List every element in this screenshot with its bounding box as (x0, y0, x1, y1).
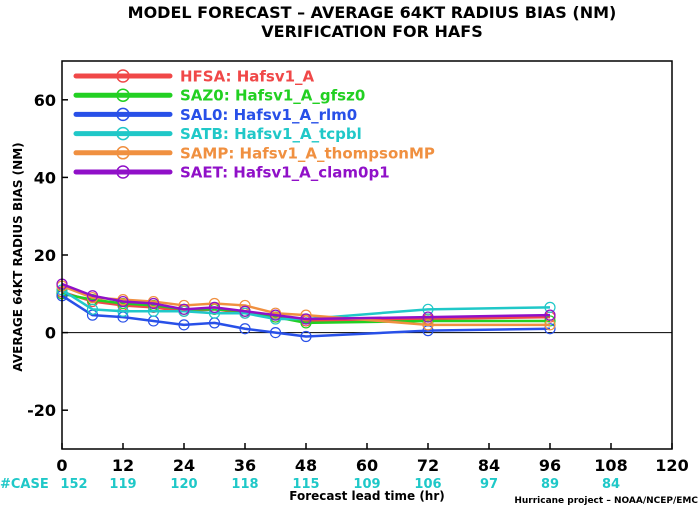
data-point (178, 319, 190, 331)
legend-item: SAZ0: Hafsv1_A_gfsz0 (73, 87, 365, 105)
data-point (422, 319, 434, 331)
x-tick-label: 84 (478, 456, 500, 475)
data-point (147, 297, 160, 310)
legend-marker (116, 88, 130, 102)
data-point (300, 330, 312, 343)
data-point (269, 309, 282, 321)
case-count: 97 (480, 477, 498, 492)
data-point (422, 311, 434, 323)
case-count: 84 (602, 477, 620, 492)
data-point (544, 301, 556, 313)
chart-title: MODEL FORECAST – AVERAGE 64KT RADIUS BIA… (128, 3, 617, 22)
x-tick-label: 108 (594, 456, 627, 475)
case-count: 119 (109, 477, 136, 492)
legend-label: SAMP: Hafsv1_A_thompsonMP (180, 144, 435, 162)
y-tick-label: 20 (34, 246, 56, 265)
series-line (61, 294, 551, 338)
series-line (61, 288, 551, 321)
y-tick-label: 40 (34, 168, 56, 187)
x-tick-label: 0 (56, 456, 67, 475)
legend-label: SAZ0: Hafsv1_A_gfsz0 (180, 87, 365, 105)
data-point (239, 323, 251, 335)
y-tick-label: -20 (27, 401, 56, 420)
series-5 (56, 278, 556, 325)
legend-label: HFSA: Hafsv1_A (180, 68, 315, 86)
legend-marker (116, 107, 130, 122)
case-count: 106 (414, 477, 441, 492)
legend-item: SATB: Hafsv1_A_tcpbl (73, 125, 362, 143)
legend-label: SAL0: Hafsv1_A_rlm0 (180, 106, 357, 124)
legend-item: SAL0: Hafsv1_A_rlm0 (73, 106, 357, 124)
legend-marker (116, 69, 130, 83)
series-layer (56, 278, 556, 343)
legend-label: SATB: Hafsv1_A_tcpbl (180, 125, 362, 143)
legend-label: SAET: Hafsv1_A_clam0p1 (180, 164, 390, 182)
x-tick-label: 12 (112, 456, 134, 475)
legend-marker (116, 126, 130, 141)
x-tick-label: 36 (234, 456, 256, 475)
data-point (117, 295, 129, 308)
legend-item: SAET: Hafsv1_A_clam0p1 (73, 164, 390, 182)
data-point (178, 303, 190, 315)
legend-item: SAMP: Hafsv1_A_thompsonMP (73, 144, 435, 162)
x-axis-label: Forecast lead time (hr) (289, 489, 445, 503)
x-tick-label: 72 (417, 456, 439, 475)
series-line (61, 292, 550, 325)
series-line (61, 282, 551, 321)
data-point (269, 327, 282, 339)
plot-frame (61, 60, 673, 450)
x-tick-label: 60 (356, 456, 378, 475)
y-tick-label: 0 (45, 324, 56, 343)
x-tick-labels: 0 12 24 36 48 60 72 84 96 108 120 (56, 456, 688, 475)
data-point (422, 303, 434, 315)
data-point (86, 303, 99, 315)
legend-item: HFSA: Hafsv1_A (73, 68, 315, 86)
data-point (208, 301, 221, 313)
case-count: 118 (231, 477, 258, 492)
legend-marker (116, 165, 130, 179)
data-point (239, 305, 251, 317)
legend-marker (116, 146, 130, 160)
x-tick-label: 48 (295, 456, 317, 475)
credit-text: Hurricane project – NOAA/NCEP/EMC (514, 496, 698, 506)
case-count: 115 (292, 477, 319, 492)
x-tick-label: 96 (539, 456, 561, 475)
chart-subtitle: VERIFICATION FOR HAFS (261, 22, 482, 41)
case-counts: #CASE 152 119 120 118 115 109 106 97 89 84 (0, 477, 620, 492)
case-count: 89 (541, 477, 559, 492)
y-tick-label: 60 (34, 91, 56, 110)
case-count-label: #CASE (0, 477, 49, 492)
data-point (544, 309, 556, 321)
case-count: 109 (353, 477, 380, 492)
data-point (86, 290, 99, 302)
y-tick-labels: -20 0 20 40 60 (27, 91, 56, 420)
x-tick-label: 120 (655, 456, 688, 475)
y-axis-label: AVERAGE 64KT RADIUS BIAS (NM) (11, 142, 25, 371)
case-count: 120 (170, 477, 197, 492)
x-tick-label: 24 (173, 456, 195, 475)
data-point (300, 313, 312, 325)
case-count: 152 (60, 477, 87, 492)
